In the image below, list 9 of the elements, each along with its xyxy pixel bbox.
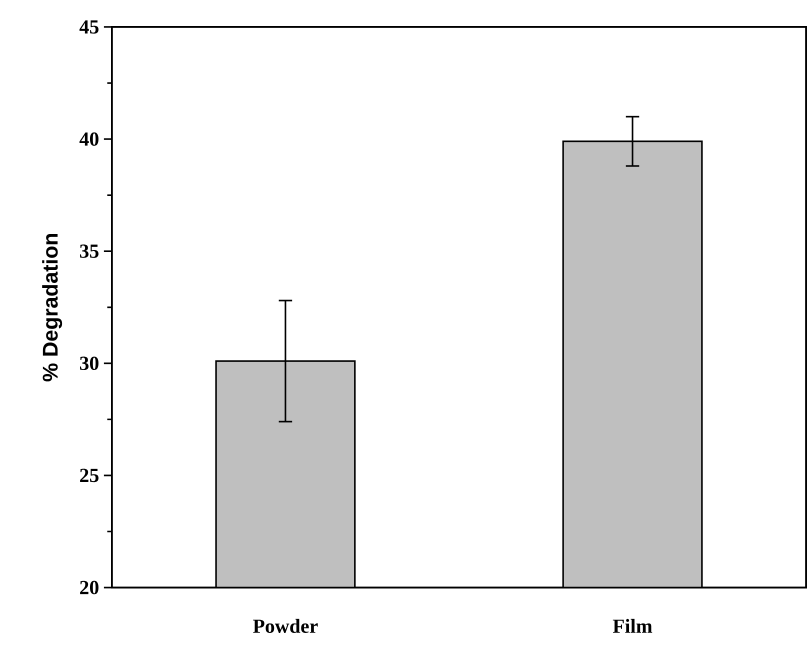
x-tick-label: Powder (253, 619, 318, 634)
y-axis-title: % Degradation (42, 234, 62, 382)
y-tick-label: 25 (80, 468, 98, 482)
x-tick-label: Film (612, 619, 652, 634)
y-tick-label: 45 (80, 20, 98, 34)
y-tick-label: 35 (80, 244, 98, 258)
y-tick-label: 30 (80, 356, 98, 370)
y-tick-label: 20 (80, 581, 98, 595)
y-tick-label: 40 (80, 132, 98, 146)
